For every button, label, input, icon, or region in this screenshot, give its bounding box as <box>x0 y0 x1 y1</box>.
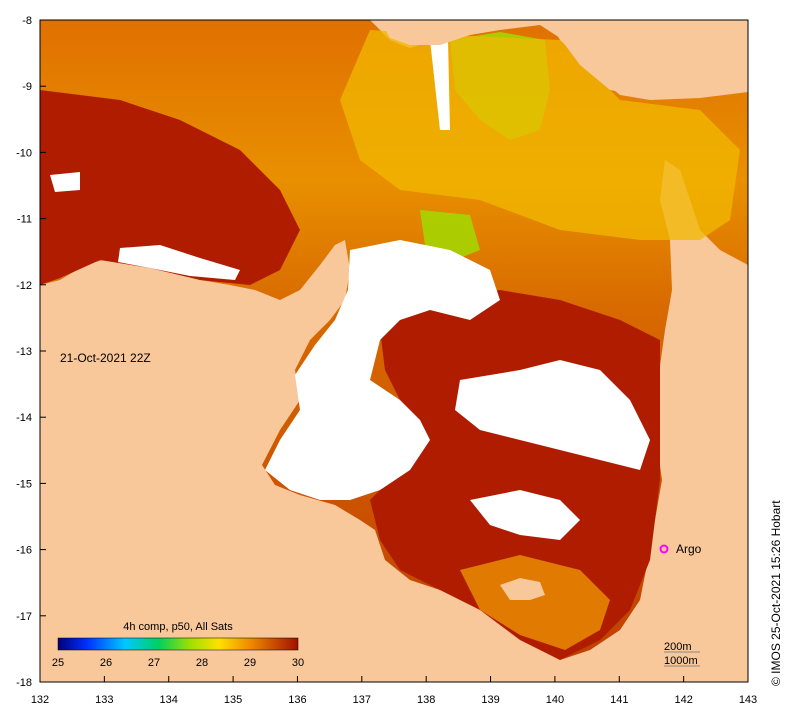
lat-tick-label: -13 <box>16 346 32 358</box>
colorbar-tick-label: 26 <box>100 657 112 669</box>
no-data-region <box>118 245 240 280</box>
lat-tick-label: -11 <box>17 214 32 226</box>
lat-tick-label: -10 <box>16 147 32 159</box>
lon-tick-label: 134 <box>160 694 178 706</box>
colorbar-tick-label: 28 <box>196 657 208 669</box>
contour-200m-label: 200m <box>664 641 692 653</box>
colorbar-tick-label: 27 <box>148 657 160 669</box>
no-data-region <box>50 172 80 192</box>
lon-tick-label: 138 <box>417 694 435 706</box>
argo-label: Argo <box>676 542 702 556</box>
lon-tick-label: 132 <box>31 694 49 706</box>
warm-sst-region <box>460 555 610 650</box>
lon-tick-label: 137 <box>353 694 371 706</box>
lon-tick-label: 139 <box>481 694 499 706</box>
lat-tick-label: -12 <box>16 280 32 292</box>
argo-float-marker: Argo <box>659 542 702 556</box>
colorbar-tick-label: 29 <box>244 657 256 669</box>
latitude-axis: -8 -9 -10 -11 -12 -13 -14 -15 -16 -17 -18 <box>16 15 46 689</box>
no-data-region <box>470 490 580 540</box>
hot-sst-region <box>40 90 300 285</box>
colorbar-tick-label: 25 <box>52 657 64 669</box>
no-data-region <box>455 360 650 470</box>
colorbar-title: 4h comp, p50, All Sats <box>123 621 233 633</box>
date-label: 21-Oct-2021 22Z <box>60 351 151 365</box>
colorbar: 4h comp, p50, All Sats 25 26 27 28 29 30 <box>52 621 304 669</box>
lon-tick-label: 136 <box>288 694 306 706</box>
lon-tick-label: 140 <box>546 694 564 706</box>
lon-tick-label: 143 <box>739 694 757 706</box>
lat-tick-label: -16 <box>16 545 32 557</box>
no-data-region <box>265 240 500 500</box>
lon-tick-label: 133 <box>95 694 113 706</box>
lat-tick-label: -8 <box>22 15 32 27</box>
lat-tick-label: -18 <box>16 677 32 689</box>
island <box>500 578 545 600</box>
colorbar-gradient <box>57 637 299 651</box>
lon-tick-label: 142 <box>674 694 692 706</box>
lat-tick-label: -14 <box>16 412 32 424</box>
colorbar-tick-label: 30 <box>292 657 304 669</box>
land-top <box>380 20 748 98</box>
no-data-region <box>430 40 450 130</box>
contour-1000m-label: 1000m <box>664 655 698 667</box>
credit-text: © IMOS 25-Oct-2021 15:26 Hobart <box>769 500 783 686</box>
longitude-axis: 132 133 134 135 136 137 138 139 140 141 142 143 <box>31 676 757 706</box>
contour-legend: 200m 1000m <box>664 641 700 667</box>
lon-tick-label: 141 <box>610 694 628 706</box>
lat-tick-label: -9 <box>22 81 32 93</box>
lat-tick-label: -15 <box>16 478 32 490</box>
lon-tick-label: 135 <box>224 694 242 706</box>
lat-tick-label: -17 <box>16 611 32 623</box>
